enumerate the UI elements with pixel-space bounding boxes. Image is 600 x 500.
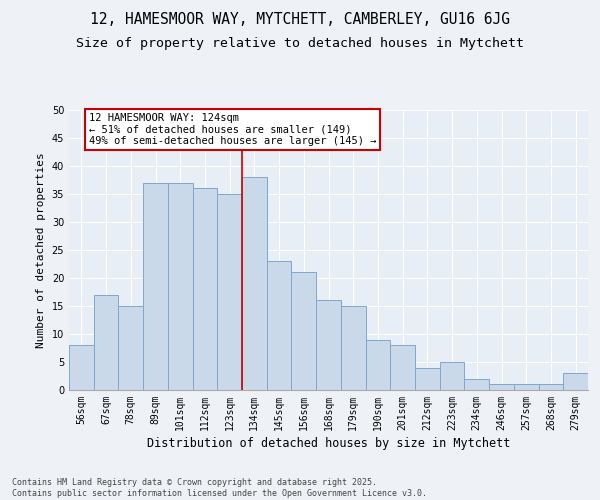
- Bar: [168, 183, 193, 390]
- Text: 12 HAMESMOOR WAY: 124sqm
← 51% of detached houses are smaller (149)
49% of semi-: 12 HAMESMOOR WAY: 124sqm ← 51% of detach…: [89, 113, 376, 146]
- Bar: [464, 379, 489, 390]
- Bar: [217, 194, 242, 390]
- Text: Contains HM Land Registry data © Crown copyright and database right 2025.
Contai: Contains HM Land Registry data © Crown c…: [12, 478, 427, 498]
- Bar: [563, 373, 588, 390]
- Bar: [390, 345, 415, 390]
- Text: 12, HAMESMOOR WAY, MYTCHETT, CAMBERLEY, GU16 6JG: 12, HAMESMOOR WAY, MYTCHETT, CAMBERLEY, …: [90, 12, 510, 28]
- Y-axis label: Number of detached properties: Number of detached properties: [36, 152, 46, 348]
- Bar: [440, 362, 464, 390]
- Bar: [415, 368, 440, 390]
- Bar: [316, 300, 341, 390]
- Bar: [489, 384, 514, 390]
- Bar: [341, 306, 365, 390]
- Bar: [539, 384, 563, 390]
- Bar: [69, 345, 94, 390]
- Text: Size of property relative to detached houses in Mytchett: Size of property relative to detached ho…: [76, 38, 524, 51]
- Bar: [143, 183, 168, 390]
- Bar: [94, 295, 118, 390]
- Bar: [193, 188, 217, 390]
- Bar: [514, 384, 539, 390]
- Bar: [118, 306, 143, 390]
- Bar: [365, 340, 390, 390]
- X-axis label: Distribution of detached houses by size in Mytchett: Distribution of detached houses by size …: [147, 437, 510, 450]
- Bar: [267, 261, 292, 390]
- Bar: [292, 272, 316, 390]
- Bar: [242, 177, 267, 390]
